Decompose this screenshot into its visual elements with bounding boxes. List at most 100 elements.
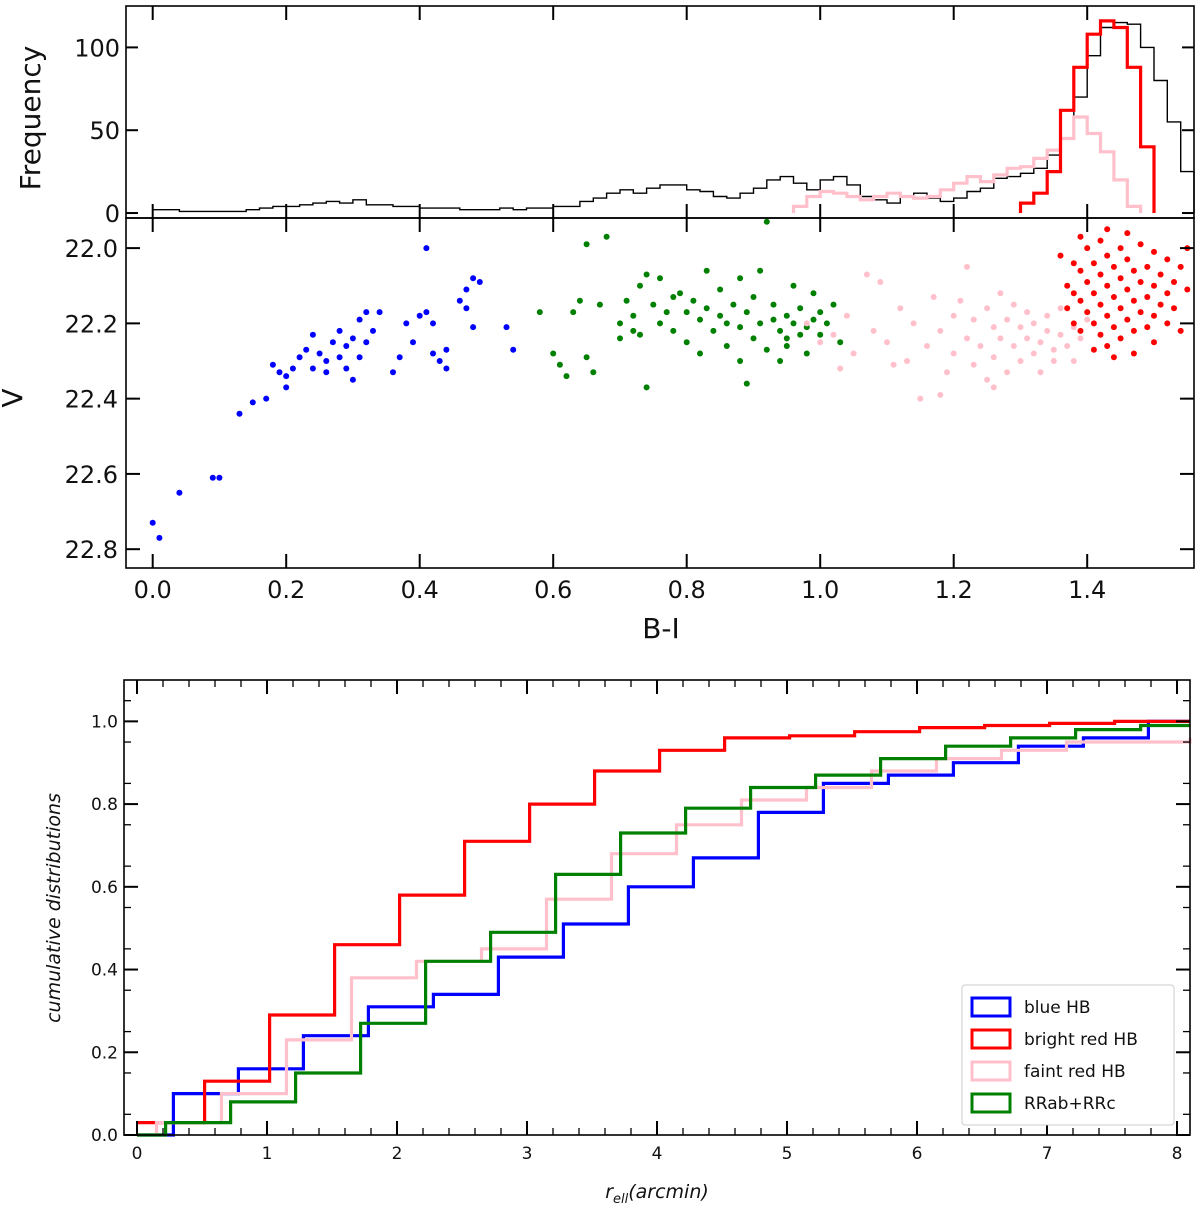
scatter-point — [1030, 320, 1037, 327]
scatter-point — [1130, 297, 1137, 304]
scatter-frame — [125, 217, 1195, 569]
cumulative-x-tick-label: 5 — [782, 1144, 793, 1164]
scatter-point — [970, 361, 977, 368]
scatter-point — [423, 245, 430, 252]
scatter-point — [1064, 282, 1071, 289]
scatter-point — [683, 339, 690, 346]
scatter-point — [249, 399, 256, 406]
scatter-point — [336, 354, 343, 361]
scatter-series-rrab-rrc — [536, 218, 844, 391]
scatter-point — [1037, 369, 1044, 376]
scatter-point — [650, 301, 657, 308]
cumulative-panel: 0 1 2 3 4 5 6 7 8 0.0 0.2 0.4 0.6 0.8 1.0 cumulative d… — [43, 679, 1192, 1207]
scatter-point — [617, 335, 623, 342]
scatter-x-tick-label: 1.0 — [801, 576, 839, 604]
scatter-point — [990, 384, 997, 391]
scatter-point — [984, 305, 991, 312]
scatter-point — [723, 343, 730, 349]
scatter-point — [276, 369, 283, 376]
scatter-point — [1117, 275, 1124, 282]
scatter-point — [823, 320, 830, 327]
scatter-point — [1084, 309, 1091, 316]
scatter-point — [1117, 245, 1124, 252]
scatter-point — [1084, 279, 1091, 285]
scatter-point — [363, 309, 370, 316]
legend-item-rrab-rrc: RRab+RRc — [970, 1092, 1116, 1114]
scatter-point — [1104, 252, 1111, 259]
scatter-point — [1124, 256, 1131, 263]
scatter-point — [563, 373, 570, 380]
scatter-point — [1151, 339, 1157, 346]
scatter-point — [1130, 327, 1137, 334]
scatter-point — [1124, 230, 1131, 237]
scatter-point — [1137, 279, 1144, 285]
scatter-point — [937, 391, 944, 398]
scatter-point — [1057, 331, 1064, 338]
scatter-point — [904, 358, 910, 364]
scatter-point — [1090, 320, 1097, 327]
scatter-x-tick-label: 0.6 — [534, 576, 572, 604]
scatter-point — [1010, 301, 1017, 308]
scatter-point — [737, 324, 744, 331]
scatter-point — [503, 324, 510, 331]
scatter-point — [643, 271, 650, 278]
scatter-point — [663, 309, 670, 316]
legend-item-blue-hb: blue HB — [970, 996, 1091, 1018]
scatter-point — [443, 365, 450, 372]
scatter-point — [737, 275, 744, 282]
legend-swatch — [970, 1028, 1012, 1050]
scatter-point — [837, 339, 844, 346]
scatter-point — [917, 395, 924, 402]
scatter-point — [630, 327, 637, 334]
scatter-point — [1177, 263, 1184, 270]
scatter-series-bright-red-hb — [1057, 226, 1191, 361]
scatter-point — [657, 275, 663, 282]
scatter-x-label: B-I — [642, 612, 680, 645]
scatter-y-tick-label: 22.2 — [65, 310, 118, 338]
cmd-scatter-panel: 0.0 0.2 0.4 0.6 0.8 1.0 1.2 1.4 22.0 22.2 22.4 22.6… — [0, 217, 1195, 645]
scatter-point — [1057, 252, 1064, 259]
scatter-point — [323, 369, 330, 376]
scatter-point — [617, 320, 623, 327]
scatter-point — [1077, 297, 1084, 304]
cumulative-series-rrab-rrc — [137, 723, 1190, 1137]
scatter-point — [1177, 327, 1184, 334]
scatter-point — [376, 309, 383, 316]
scatter-point — [1037, 339, 1044, 346]
scatter-point — [289, 365, 296, 372]
legend: blue HB bright red HB faint red HB RRab+RRc — [961, 984, 1175, 1126]
scatter-point — [730, 301, 737, 308]
cumulative-y-tick-label: 0.2 — [91, 1043, 118, 1063]
cumulative-x-tick-label: 8 — [1172, 1144, 1183, 1164]
scatter-point — [1077, 233, 1084, 240]
cumulative-series-bright-red-hb — [137, 719, 1190, 1125]
scatter-point — [884, 339, 890, 346]
scatter-series-blue-hb — [149, 245, 517, 541]
cumulative-x-tick-label: 3 — [522, 1144, 533, 1164]
scatter-point — [763, 346, 770, 353]
scatter-point — [1097, 301, 1104, 308]
scatter-point — [1104, 282, 1111, 289]
scatter-point — [583, 241, 590, 248]
scatter-point — [590, 369, 597, 376]
legend-swatch — [970, 1060, 1012, 1082]
scatter-point — [370, 327, 376, 334]
scatter-point — [1184, 286, 1191, 293]
scatter-point — [156, 534, 163, 541]
scatter-point — [209, 474, 216, 481]
scatter-point — [1057, 305, 1064, 312]
scatter-point — [737, 358, 744, 364]
scatter-point — [1130, 350, 1137, 357]
legend-box — [961, 984, 1175, 1126]
scatter-point — [363, 339, 370, 346]
scatter-point — [777, 327, 784, 334]
scatter-point — [1084, 316, 1091, 323]
scatter-point — [1110, 354, 1117, 361]
scatter-point — [1164, 290, 1171, 297]
scatter-point — [750, 335, 757, 342]
scatter-point — [763, 218, 770, 225]
scatter-point — [1044, 327, 1051, 334]
scatter-point — [990, 324, 997, 331]
scatter-point — [1024, 335, 1031, 342]
scatter-point — [803, 350, 810, 357]
